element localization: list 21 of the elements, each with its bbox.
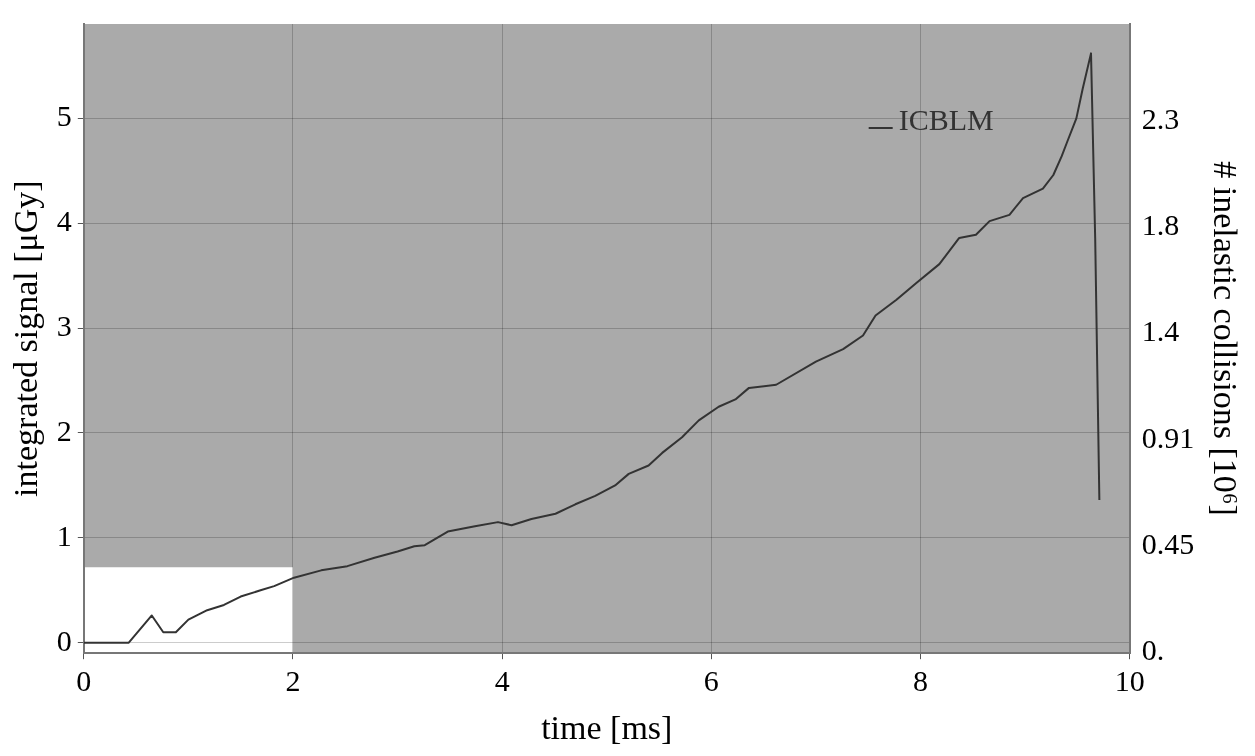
y-tick-label: 0: [56, 623, 72, 657]
y-tick-label: 4: [56, 204, 72, 238]
y2-tick-label: 0.91: [1141, 420, 1195, 454]
y-tick-label: 3: [56, 308, 72, 342]
x-tick-label: 8: [913, 664, 929, 698]
y-axis-title: integrated signal [μGy]: [7, 180, 45, 497]
y-tick-label: 1: [56, 518, 72, 552]
x-tick-label: 2: [285, 664, 301, 698]
y-tick-label: 5: [56, 99, 72, 133]
y2-axis-title: # inelastic collisions [10⁶]: [1206, 161, 1244, 516]
y2-tick-label: 2.3: [1141, 101, 1180, 135]
x-tick-label: 10: [1114, 664, 1145, 698]
x-axis-title: time [ms]: [541, 708, 673, 746]
y2-tick-label: 0.: [1141, 633, 1165, 667]
x-tick-label: 4: [494, 664, 510, 698]
y-tick-label: 2: [56, 413, 72, 447]
y2-tick-label: 1.8: [1141, 208, 1180, 242]
y2-tick-label: 0.45: [1141, 526, 1195, 560]
x-tick-label: 6: [703, 664, 719, 698]
y2-tick-label: 1.4: [1141, 314, 1180, 348]
legend-label: ICBLM: [898, 102, 994, 136]
